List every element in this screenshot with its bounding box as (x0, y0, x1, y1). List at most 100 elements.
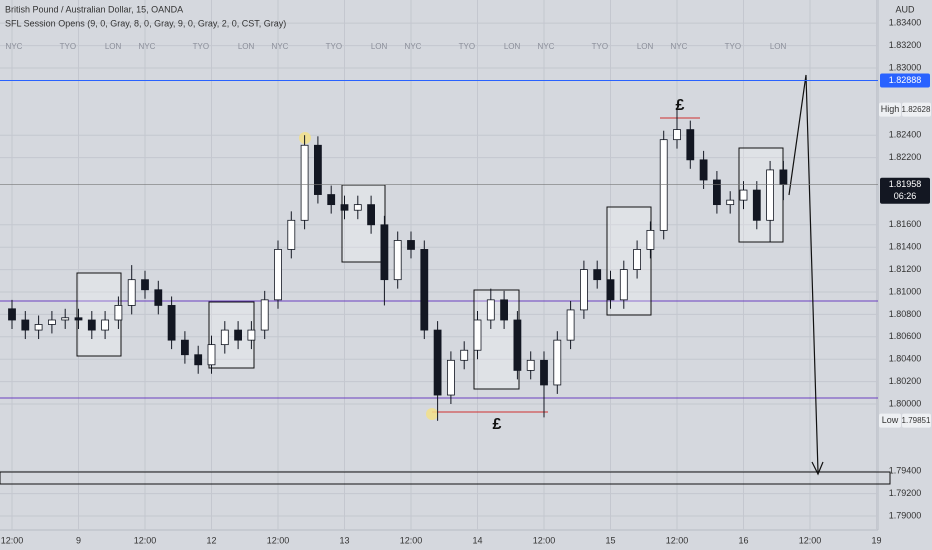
y-tick-label: 1.80200 (889, 376, 922, 386)
x-tick-label: 12:00 (1, 535, 24, 545)
candle-body (486, 299, 495, 321)
candle-body (21, 319, 30, 331)
session-box (76, 272, 122, 357)
y-tick-label: 1.81200 (889, 264, 922, 274)
candle-body (752, 189, 761, 221)
session-label: TYO (592, 42, 608, 51)
x-tick-label: 12:00 (666, 535, 689, 545)
session-label: LON (637, 42, 654, 51)
candle-body (540, 359, 548, 386)
candle-body (101, 319, 109, 331)
session-label: NYC (139, 42, 156, 51)
candle-body (353, 204, 362, 211)
candle-body (686, 129, 695, 161)
candle-body (673, 129, 681, 141)
y-tick-label: 1.79400 (889, 466, 922, 476)
candle-body (207, 344, 216, 366)
session-box (473, 289, 520, 390)
x-tick-label: 15 (605, 535, 615, 545)
candle-body (606, 279, 615, 301)
y-tick-label: 1.82200 (889, 152, 922, 162)
candle-body (260, 299, 269, 331)
candle-body (633, 249, 641, 270)
session-label: LON (105, 42, 122, 51)
x-tick-label: 12:00 (267, 535, 290, 545)
last-price-tag (880, 177, 930, 204)
candle-body (619, 269, 628, 301)
arrow-head (811, 461, 824, 476)
x-tick-label: 12:00 (799, 535, 822, 545)
candle-body (74, 317, 83, 321)
session-label: TYO (725, 42, 741, 51)
marker-name: Low (882, 415, 899, 425)
x-tick-label: 12:00 (533, 535, 556, 545)
candle-body (553, 339, 562, 386)
session-box (341, 184, 386, 263)
session-label: LON (770, 42, 787, 51)
marker-value-tag (902, 102, 931, 117)
candle-body (114, 305, 123, 321)
x-tick-label: 9 (76, 535, 81, 545)
candle-body (274, 249, 282, 301)
y-tick-label: 1.82400 (889, 130, 922, 140)
candle-body (194, 354, 203, 366)
candle-body (739, 189, 748, 201)
session-label: TYO (60, 42, 76, 51)
session-label: TYO (193, 42, 209, 51)
candle-body (340, 204, 349, 211)
candle-body (460, 349, 469, 361)
candles (8, 109, 788, 421)
candle-body (48, 319, 56, 325)
marker-value: 1.82628 (902, 105, 931, 114)
candle-body (699, 159, 708, 181)
candle-body (300, 144, 309, 221)
x-tick-label: 13 (339, 535, 349, 545)
candle-body (61, 317, 70, 321)
session-label: TYO (459, 42, 475, 51)
candle-body (154, 289, 163, 306)
candle-body (247, 329, 256, 341)
candle-body (407, 240, 415, 250)
session-label: LON (504, 42, 521, 51)
marker-dot (426, 408, 438, 420)
marker-name: High (881, 104, 900, 114)
x-tick-label: 16 (738, 535, 748, 545)
marker-value: 1.79851 (902, 416, 931, 425)
marker-tag (879, 102, 901, 117)
y-tick-label: 1.81600 (889, 219, 922, 229)
x-tick-label: 12 (206, 535, 216, 545)
annotation: £ (493, 416, 502, 433)
price-axis-bg (878, 0, 932, 550)
candle-body (766, 169, 774, 221)
candle-body (380, 224, 389, 281)
session-label: LON (371, 42, 388, 51)
candle-body (713, 179, 721, 206)
candle-body (593, 269, 602, 281)
chart-subtitle: SFL Session Opens (9, 0, Gray, 8, 0, Gra… (5, 18, 286, 28)
candle-body (8, 308, 16, 321)
candle-body (566, 309, 575, 341)
candle-body (393, 240, 402, 281)
y-tick-label: 1.83000 (889, 62, 922, 72)
candle-body (420, 249, 429, 331)
session-label: TYO (326, 42, 342, 51)
price-line-label: 1.82888 (889, 75, 922, 85)
candle-body (313, 144, 322, 195)
y-tick-label: 1.83400 (889, 18, 922, 28)
candle-body (141, 279, 149, 291)
session-label: NYC (405, 42, 422, 51)
candle-body (127, 279, 136, 306)
y-tick-label: 1.83200 (889, 40, 922, 50)
candle-body (779, 169, 788, 185)
y-tick-label: 1.80000 (889, 398, 922, 408)
session-box (208, 301, 255, 369)
y-tick-label: 1.79200 (889, 488, 922, 498)
marker-tag (879, 413, 901, 428)
candle-body (367, 204, 376, 226)
candle-body (500, 299, 509, 321)
annotation: £ (676, 97, 685, 114)
y-tick-label: 1.80600 (889, 331, 922, 341)
y-tick-label: 1.79000 (889, 510, 922, 520)
candle-body (446, 359, 455, 396)
